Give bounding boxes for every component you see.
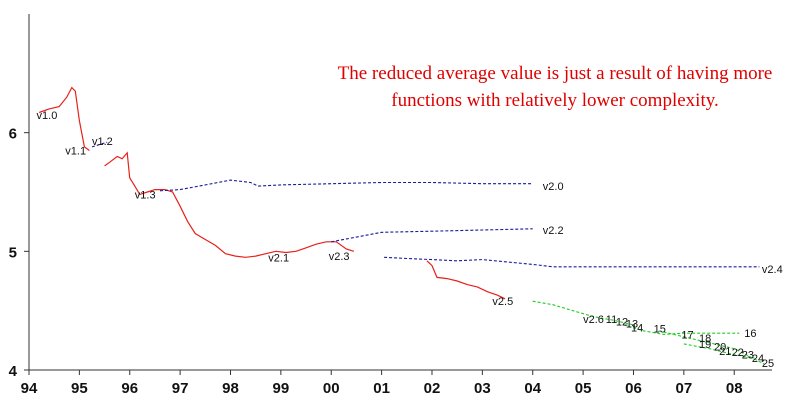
blue-series-line — [331, 228, 533, 243]
series-lines — [38, 86, 765, 365]
version-label: 11 — [606, 314, 617, 326]
blue-series-line — [91, 141, 108, 148]
version-label: 12 — [616, 316, 628, 328]
version-label: v2.1 — [268, 252, 289, 264]
y-tick-label: 5 — [9, 244, 17, 261]
version-label: 16 — [744, 328, 756, 340]
x-tick-label: 00 — [323, 380, 340, 397]
x-tick-label: 95 — [71, 380, 88, 397]
x-tick-label: 97 — [172, 380, 189, 397]
version-label: 25 — [762, 358, 774, 370]
version-label: 15 — [654, 323, 666, 335]
x-tick-label: 02 — [424, 380, 441, 397]
green-series-line — [532, 300, 634, 326]
version-label: 20 — [714, 341, 726, 353]
x-tick-label: 96 — [121, 380, 138, 397]
x-tick-label: 06 — [625, 380, 642, 397]
version-label: 22 — [732, 347, 744, 359]
version-label: 17 — [681, 329, 693, 341]
x-tick-label: 04 — [524, 380, 541, 397]
x-tick-label: 98 — [222, 380, 239, 397]
chart-annotation: The reduced average value is just a resu… — [337, 63, 773, 111]
blue-series-line — [159, 179, 533, 192]
version-label: v2.4 — [762, 264, 783, 276]
y-tick-label: 4 — [9, 363, 18, 380]
version-label: v1.3 — [135, 189, 156, 201]
version-label: v2.2 — [543, 225, 564, 237]
version-label: 14 — [631, 322, 643, 334]
axes: 94 95 96 97 98 99 00 01 02 03 04 05 06 07 08 4 5 6 — [9, 14, 772, 397]
green-series-line — [658, 330, 765, 365]
version-label: 18 — [699, 333, 711, 345]
version-label: 21 — [719, 346, 731, 358]
blue-series-line — [384, 256, 760, 268]
version-label: v2.5 — [492, 296, 513, 308]
version-label: v1.1 — [65, 145, 86, 157]
red-series-line — [38, 86, 90, 151]
x-tick-label: 01 — [373, 380, 390, 397]
version-label: 19 — [699, 339, 711, 351]
version-label: 23 — [742, 350, 754, 362]
y-tick-label: 6 — [9, 126, 17, 143]
red-series-line — [104, 151, 355, 258]
version-label: v2.6 — [583, 314, 604, 326]
version-label: v2.3 — [329, 251, 350, 263]
version-labels: v1.0 v1.1 v1.2 v1.3 v2.0 v2.2 v2.1 v2.3 v2.4 v2.5… — [37, 110, 783, 370]
version-label: v2.0 — [543, 181, 564, 193]
green-series-line — [683, 343, 755, 359]
x-tick-label: 05 — [575, 380, 592, 397]
x-tick-label: 03 — [474, 380, 491, 397]
x-tick-label: 08 — [726, 380, 743, 397]
x-tick-label: 94 — [21, 380, 38, 397]
version-label: v1.0 — [37, 110, 58, 122]
red-series-line — [426, 260, 506, 300]
x-tick-label: 99 — [273, 380, 290, 397]
version-label: 13 — [626, 319, 638, 331]
version-label: v1.2 — [92, 136, 113, 148]
x-tick-label: 07 — [676, 380, 693, 397]
green-series-line — [623, 324, 740, 335]
version-label: 24 — [752, 353, 764, 365]
